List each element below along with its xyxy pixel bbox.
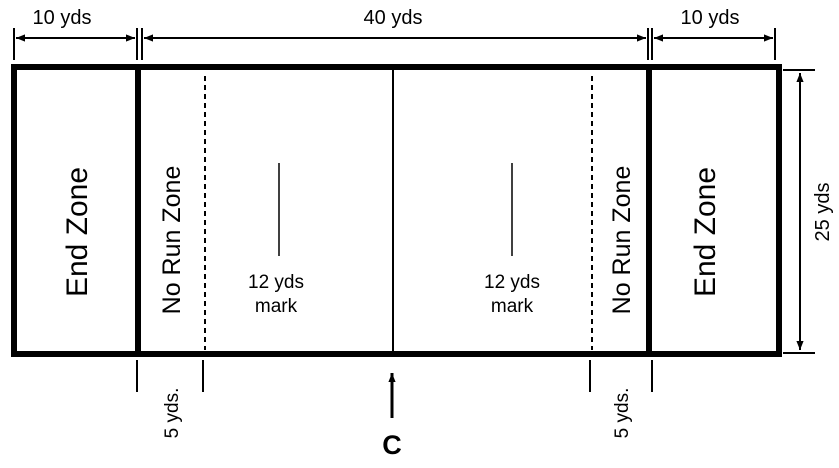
left-no-run-zone-label: No Run Zone — [158, 166, 186, 315]
field-width-dimension-label: 25 yds — [812, 183, 834, 242]
bottom-no-run-ticks — [136, 360, 653, 392]
playing-field-dimension-label: 40 yds — [364, 7, 423, 29]
center-label: C — [382, 430, 402, 460]
right-12yd-mark-label-line2: mark — [491, 296, 534, 317]
left-12yd-mark-label-line2: mark — [255, 296, 298, 317]
left-no-run-width-label: 5 yds. — [162, 388, 183, 439]
left-12yd-mark-label-line1: 12 yds — [248, 272, 304, 293]
right-no-run-width-label: 5 yds. — [612, 388, 633, 439]
right-12yd-mark-label-line1: 12 yds — [484, 272, 540, 293]
right-no-run-zone-label: No Run Zone — [608, 166, 636, 315]
top-dimension-ticks — [13, 28, 776, 60]
right-end-zone-dimension-label: 10 yds — [681, 7, 740, 29]
field-width-dimension-ticks — [783, 69, 815, 354]
right-end-zone-label: End Zone — [689, 167, 722, 297]
field-outline — [11, 64, 782, 357]
left-end-zone-dimension-label: 10 yds — [33, 7, 92, 29]
left-end-zone-label: End Zone — [61, 167, 94, 297]
